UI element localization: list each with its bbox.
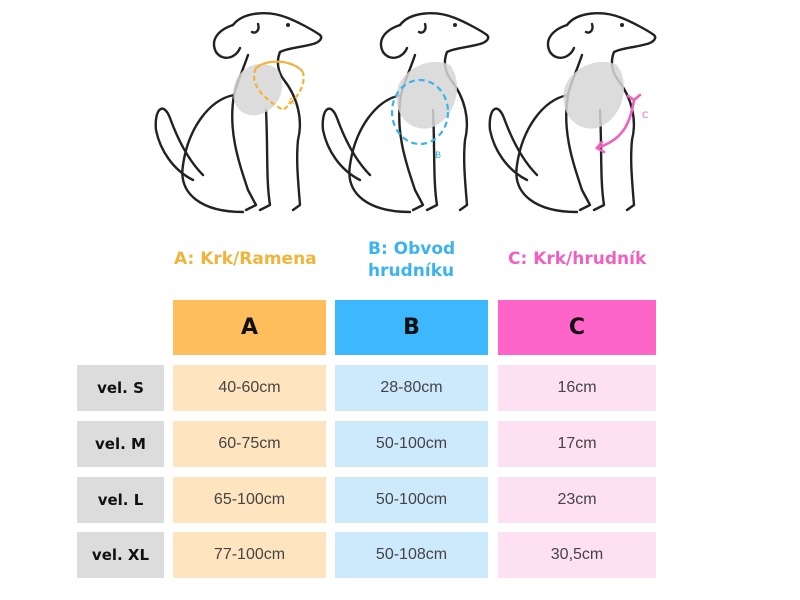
dog-illustration-c: C [482,0,682,235]
cell-xl-a: 77-100cm [173,532,326,578]
row-label-l: vel. L [77,477,164,523]
cell-s-c: 16cm [498,365,656,411]
caption-b: B: Obvod hrudníku [368,238,455,282]
caption-c-text: C: Krk/hrudník [508,249,647,269]
caption-a-text: A: Krk/Ramena [174,249,317,269]
cell-l-c: 23cm [498,477,656,523]
mark-c: C [642,111,648,121]
cell-s-a: 40-60cm [173,365,326,411]
caption-b-line1: B: Obvod [368,239,456,259]
cell-xl-b: 50-108cm [335,532,488,578]
header-c: C [498,300,656,355]
dog-illustration-a: A [148,0,348,235]
row-label-s: vel. S [77,365,164,411]
header-a: A [173,300,326,355]
cell-s-b: 28-80cm [335,365,488,411]
cell-m-c: 17cm [498,421,656,467]
cell-m-a: 60-75cm [173,421,326,467]
header-b: B [335,300,488,355]
cell-m-b: 50-100cm [335,421,488,467]
cell-l-a: 65-100cm [173,477,326,523]
cell-l-b: 50-100cm [335,477,488,523]
row-label-m: vel. M [77,421,164,467]
caption-b-line2: hrudníku [368,261,455,281]
caption-a: A: Krk/Ramena [174,248,317,270]
row-label-xl: vel. XL [77,532,164,578]
dog-illustration-b: B [315,0,515,235]
caption-c: C: Krk/hrudník [508,248,646,270]
mark-b: B [435,151,441,161]
cell-xl-c: 30,5cm [498,532,656,578]
mark-a: A [288,97,295,107]
